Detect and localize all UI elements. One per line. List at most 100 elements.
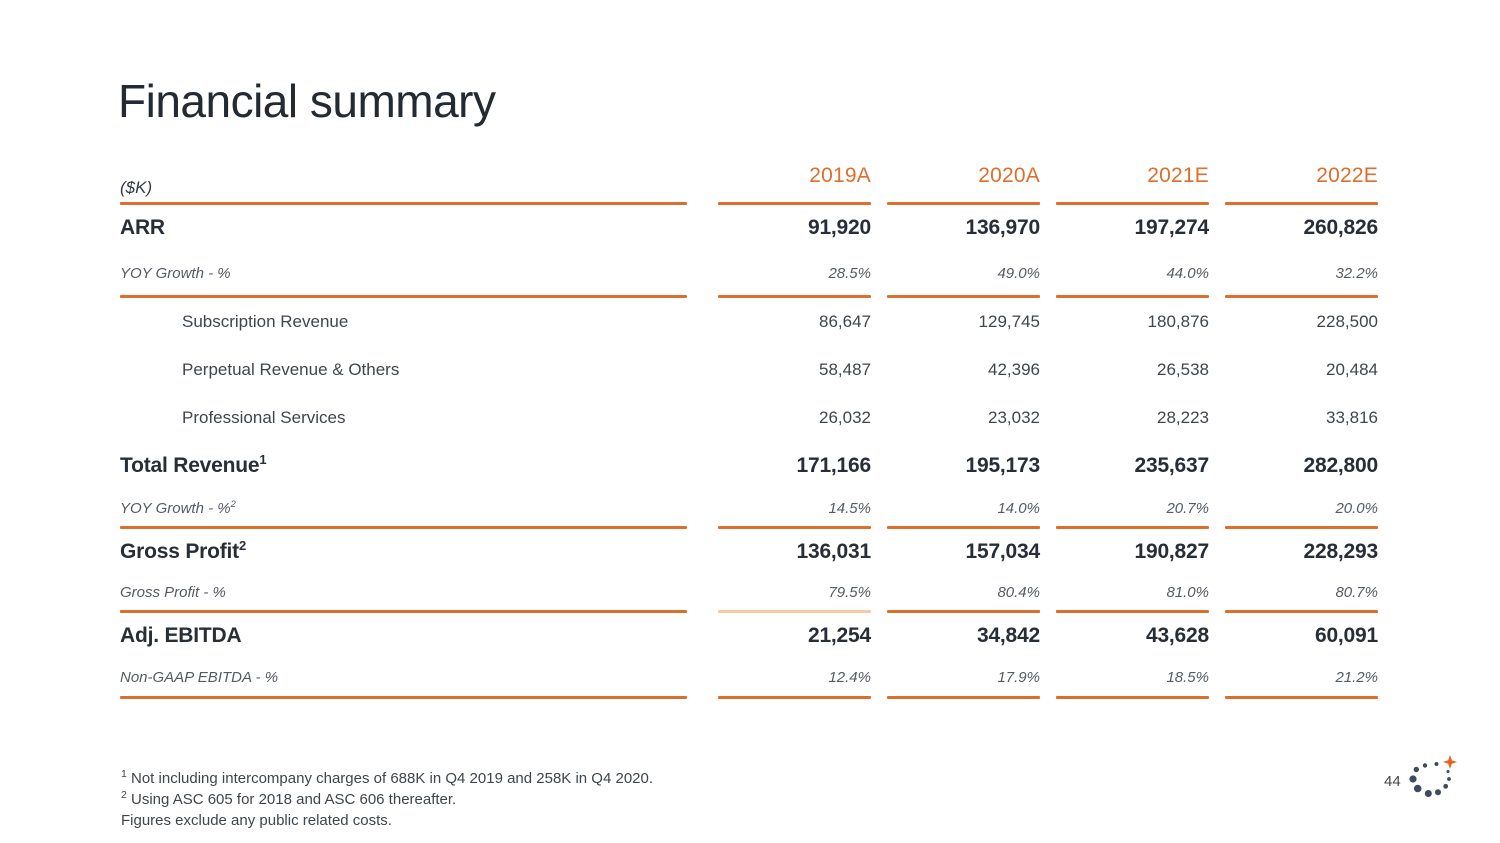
footnote-text: Figures exclude any public related costs… <box>121 812 392 829</box>
divider-segment <box>887 295 1040 298</box>
cell-value: 157,034 <box>965 539 1040 563</box>
divider-segment <box>718 202 871 205</box>
cell-value: 80.7% <box>1335 583 1378 601</box>
divider-segment <box>1056 295 1209 298</box>
logo-dots <box>1409 762 1451 797</box>
divider <box>120 696 1378 699</box>
cell-value: 235,637 <box>1134 454 1209 477</box>
table-row-yoy-growth: YOY Growth - % 28.5% 49.0% 44.0% 32.2% <box>120 251 1378 295</box>
footnote-marker: 2 <box>238 537 247 553</box>
divider-segment <box>718 295 871 298</box>
cell-value: 86,647 <box>819 312 871 331</box>
footnote-1: 1 Not including intercompany charges of … <box>121 768 653 789</box>
column-header-2019a: 2019A <box>809 164 871 187</box>
row-label: Total Revenue1 <box>120 452 702 478</box>
cell-value: 129,745 <box>978 312 1040 331</box>
cell-value: 26,538 <box>1157 360 1209 379</box>
column-header-2021e: 2021E <box>1147 164 1209 187</box>
row-label: Gross Profit - % <box>120 584 702 601</box>
divider-segment <box>1225 202 1378 205</box>
cell-value: 34,842 <box>976 624 1040 647</box>
sparkle-icon <box>1443 755 1457 769</box>
unit-label: ($K) <box>120 178 153 197</box>
table-row-adj-ebitda: Adj. EBITDA 21,254 34,842 43,628 60,091 <box>120 613 1378 659</box>
divider-segment <box>120 295 687 298</box>
column-header-2020a: 2020A <box>978 164 1040 187</box>
cell-value: 21,254 <box>807 624 871 647</box>
cell-value: 282,800 <box>1303 454 1378 477</box>
divider-segment <box>887 610 1040 613</box>
row-label-text: YOY Growth - % <box>120 264 231 282</box>
table-row-non-gaap-ebitda-pct: Non-GAAP EBITDA - % 12.4% 17.9% 18.5% 21… <box>120 659 1378 696</box>
cell-value: 43,628 <box>1145 624 1209 647</box>
row-label: YOY Growth - %2 <box>120 498 702 517</box>
cell-value: 20.0% <box>1335 499 1378 517</box>
table-row-perpetual-revenue: Perpetual Revenue & Others 58,487 42,396… <box>120 346 1378 394</box>
row-label-text: Professional Services <box>182 408 346 427</box>
table-row-gross-profit: Gross Profit2 136,031 157,034 190,827 22… <box>120 529 1378 574</box>
row-label-text: Total Revenue <box>120 454 260 477</box>
divider-segment <box>1056 696 1209 699</box>
divider-segment <box>887 526 1040 529</box>
table-row-arr: ARR 91,920 136,970 197,274 260,826 <box>120 205 1378 251</box>
row-label: YOY Growth - % <box>120 265 702 282</box>
divider-segment <box>718 696 871 699</box>
dots-spinner-logo-svg <box>1409 755 1457 797</box>
cell-value: 58,487 <box>819 360 871 379</box>
divider-segment <box>1225 295 1378 298</box>
cell-value: 136,970 <box>965 216 1040 239</box>
row-label-text: Gross Profit - % <box>120 583 226 601</box>
footnote-text: Not including intercompany charges of 68… <box>126 770 654 787</box>
row-label: ARR <box>120 216 702 240</box>
footnotes: 1 Not including intercompany charges of … <box>121 768 653 831</box>
row-label-text: Subscription Revenue <box>182 312 349 331</box>
row-label-text: Non-GAAP EBITDA - % <box>120 669 279 686</box>
table-header-row: ($K) 2019A 2020A 2021E 2022E <box>120 155 1378 202</box>
cell-value: 49.0% <box>997 264 1040 282</box>
divider-segment <box>1225 526 1378 529</box>
divider-segment <box>120 610 687 613</box>
divider <box>120 202 1378 205</box>
cell-value: 197,274 <box>1134 216 1209 239</box>
financial-summary-table: ($K) 2019A 2020A 2021E 2022E ARR 91,920 … <box>120 155 1378 699</box>
dots-spinner-logo <box>1405 753 1463 803</box>
cell-value: 190,827 <box>1134 539 1209 563</box>
column-header-2022e: 2022E <box>1316 164 1378 187</box>
footnote-marker: 2 <box>230 498 236 509</box>
divider-segment <box>1225 696 1378 699</box>
cell-value: 14.0% <box>997 499 1040 517</box>
row-label: Subscription Revenue <box>120 312 702 332</box>
table-row-yoy-growth-2: YOY Growth - %2 14.5% 14.0% 20.7% 20.0% <box>120 490 1378 526</box>
cell-value: 180,876 <box>1147 312 1209 331</box>
row-label: Perpetual Revenue & Others <box>120 360 702 380</box>
footnote-2: 2 Using ASC 605 for 2018 and ASC 606 the… <box>121 789 653 810</box>
row-label-text: Adj. EBITDA <box>120 624 242 647</box>
row-label: Non-GAAP EBITDA - % <box>120 669 702 686</box>
cell-value: 21.2% <box>1335 669 1378 686</box>
cell-value: 12.4% <box>828 669 871 686</box>
table-row-professional-services: Professional Services 26,032 23,032 28,2… <box>120 394 1378 442</box>
cell-value: 18.5% <box>1166 669 1209 686</box>
row-label-text: Perpetual Revenue & Others <box>182 360 400 379</box>
cell-value: 28,223 <box>1157 408 1209 427</box>
divider <box>120 526 1378 529</box>
divider-segment <box>120 526 687 529</box>
cell-value: 195,173 <box>965 454 1040 477</box>
page-number: 44 <box>1384 773 1401 790</box>
footnote-text: Using ASC 605 for 2018 and ASC 606 there… <box>126 791 457 808</box>
row-label: Gross Profit2 <box>120 537 702 564</box>
cell-value: 44.0% <box>1166 264 1209 282</box>
cell-value: 20.7% <box>1166 499 1209 517</box>
cell-value: 228,500 <box>1316 312 1378 331</box>
row-label-text: Gross Profit <box>120 539 239 563</box>
divider-segment <box>718 526 871 529</box>
divider <box>120 610 1378 613</box>
row-label: Adj. EBITDA <box>120 624 702 648</box>
divider-segment <box>887 696 1040 699</box>
cell-value: 79.5% <box>828 583 871 601</box>
footnote-marker: 1 <box>259 452 267 467</box>
divider-segment <box>887 202 1040 205</box>
footnote-marker: 1 <box>121 768 127 780</box>
cell-value: 17.9% <box>997 669 1040 686</box>
